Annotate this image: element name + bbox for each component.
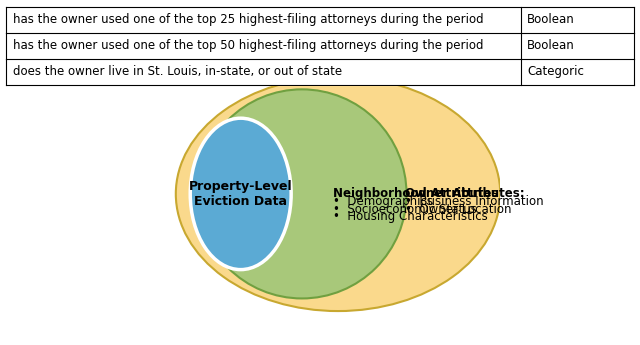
Text: •  Business Information: • Business Information (404, 195, 543, 208)
Text: Boolean: Boolean (527, 13, 575, 27)
Text: Categoric: Categoric (527, 66, 584, 78)
Text: •  Demographics: • Demographics (333, 195, 433, 208)
Text: •  Socioeconomic Status: • Socioeconomic Status (333, 203, 477, 216)
Text: has the owner used one of the top 25 highest-filing attorneys during the period: has the owner used one of the top 25 hig… (13, 13, 483, 27)
Ellipse shape (176, 77, 500, 311)
Text: Owner Attributes:: Owner Attributes: (404, 187, 524, 200)
Text: Boolean: Boolean (527, 39, 575, 52)
Text: has the owner used one of the top 50 highest-filing attorneys during the period: has the owner used one of the top 50 hig… (13, 39, 483, 52)
Text: Neighborhood Attributes: Neighborhood Attributes (333, 187, 498, 200)
Text: •  Housing Characteristics: • Housing Characteristics (333, 210, 488, 224)
Ellipse shape (190, 118, 291, 269)
Text: •  Owner Location: • Owner Location (404, 203, 511, 216)
Ellipse shape (197, 89, 406, 298)
Text: does the owner live in St. Louis, in-state, or out of state: does the owner live in St. Louis, in-sta… (13, 66, 342, 78)
Text: Property-Level
Eviction Data: Property-Level Eviction Data (189, 180, 292, 208)
